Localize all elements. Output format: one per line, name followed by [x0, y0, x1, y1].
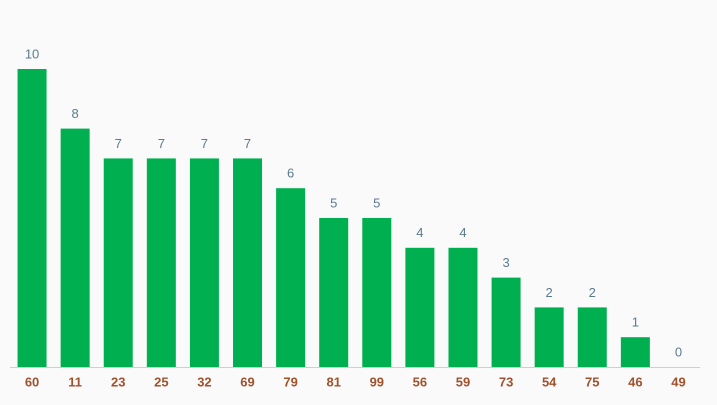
x-tick-label: 60: [25, 374, 39, 389]
bar: [534, 307, 564, 367]
value-label: 0: [675, 344, 682, 359]
bar: [276, 188, 306, 367]
x-tick-label: 56: [413, 374, 427, 389]
value-label: 6: [287, 166, 294, 181]
x-tick-label: 23: [111, 374, 125, 389]
bar: [146, 158, 176, 367]
bar: [448, 247, 478, 367]
x-tick-label: 59: [456, 374, 470, 389]
value-label: 8: [72, 106, 79, 121]
value-label: 4: [416, 225, 423, 240]
value-label: 7: [158, 136, 165, 151]
bar: [60, 128, 90, 367]
x-tick-label: 25: [154, 374, 168, 389]
x-tick-label: 69: [240, 374, 254, 389]
bar: [491, 277, 521, 367]
bar: [577, 307, 607, 367]
bar: [319, 218, 349, 367]
bar: [362, 218, 392, 367]
bar: [233, 158, 263, 367]
value-label: 2: [589, 285, 596, 300]
x-tick-label: 32: [197, 374, 211, 389]
value-label: 7: [244, 136, 251, 151]
x-tick-label: 99: [370, 374, 384, 389]
value-label: 4: [459, 225, 466, 240]
bar: [620, 337, 650, 367]
value-label: 10: [25, 46, 39, 61]
x-tick-label: 73: [499, 374, 513, 389]
value-label: 7: [115, 136, 122, 151]
value-label: 1: [632, 315, 639, 330]
bar: [189, 158, 219, 367]
bar: [17, 69, 47, 367]
x-tick-label: 49: [671, 374, 685, 389]
bar: [103, 158, 133, 367]
value-label: 5: [330, 195, 337, 210]
x-tick-label: 81: [326, 374, 340, 389]
x-tick-label: 11: [68, 374, 82, 389]
value-label: 7: [201, 136, 208, 151]
x-tick-label: 46: [628, 374, 642, 389]
x-tick-label: 79: [283, 374, 297, 389]
x-tick-label: 75: [585, 374, 599, 389]
x-tick-label: 54: [542, 374, 557, 389]
bar: [405, 247, 435, 367]
value-label: 3: [502, 255, 509, 270]
value-label: 5: [373, 195, 380, 210]
value-label: 2: [546, 285, 553, 300]
